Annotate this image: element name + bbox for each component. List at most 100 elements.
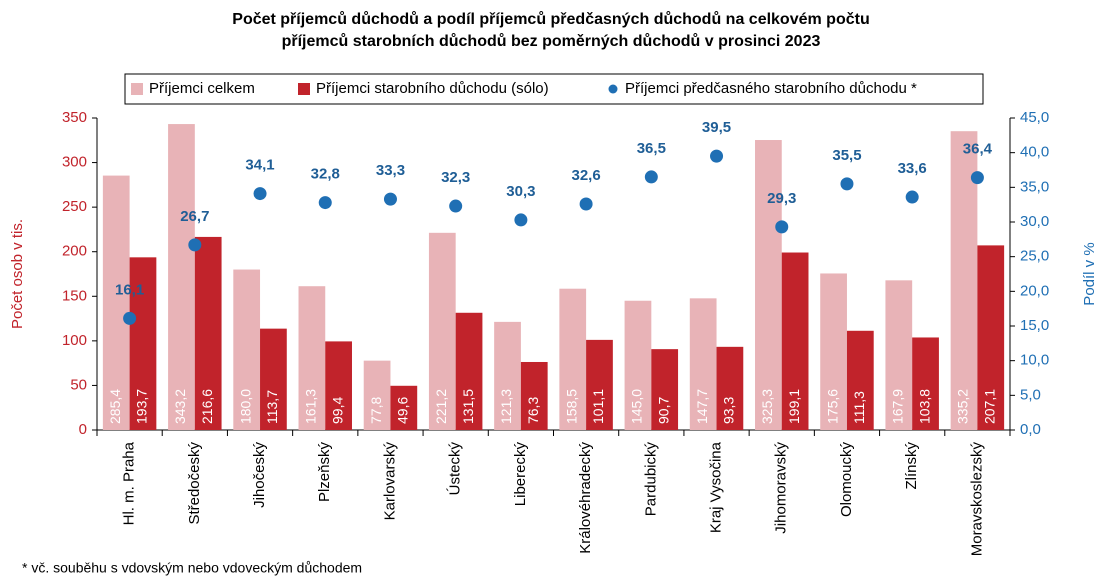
- x-tick-label: Jihomoravský: [773, 442, 790, 534]
- legend-marker: [298, 83, 310, 95]
- y-tick-label: 100: [62, 332, 87, 349]
- bar: [912, 337, 939, 430]
- point: [710, 149, 724, 163]
- bar: [755, 140, 782, 430]
- chart-title: Počet příjemců důchodů a podíl příjemců …: [232, 11, 869, 28]
- bar: [520, 361, 548, 430]
- bar: [624, 300, 652, 430]
- bar-value-label: 90,7: [655, 397, 671, 424]
- point-value-label: 35,5: [832, 147, 861, 164]
- bar-value-label: 145,0: [629, 389, 645, 424]
- y2-tick-label: 45,0: [1020, 109, 1049, 126]
- bar: [885, 280, 913, 430]
- point: [123, 311, 137, 325]
- y2-tick-label: 20,0: [1020, 282, 1049, 299]
- bar: [194, 236, 222, 430]
- y2-tick-label: 40,0: [1020, 144, 1049, 161]
- y2-tick-label: 5,0: [1020, 386, 1041, 403]
- bar: [260, 328, 287, 430]
- y-tick-label: 350: [62, 109, 87, 126]
- bar-value-label: 175,6: [824, 389, 840, 424]
- bar-value-label: 343,2: [172, 389, 188, 424]
- bar: [129, 257, 157, 430]
- legend-marker: [131, 83, 143, 95]
- x-tick-label: Olomoucký: [838, 442, 855, 518]
- bar: [102, 175, 130, 430]
- bar: [689, 298, 717, 430]
- x-tick-label: Pardubický: [642, 442, 659, 517]
- bar: [716, 346, 744, 430]
- legend-marker: [608, 84, 618, 94]
- bar: [559, 288, 587, 430]
- point: [253, 187, 267, 201]
- point: [188, 238, 202, 252]
- bar-value-label: 99,4: [329, 397, 345, 424]
- bar: [390, 385, 418, 430]
- bar: [168, 124, 195, 431]
- point-value-label: 34,1: [245, 157, 274, 174]
- bar: [428, 232, 456, 430]
- bar: [298, 286, 326, 430]
- bar-value-label: 147,7: [694, 389, 710, 424]
- bar: [363, 360, 391, 430]
- point-value-label: 30,3: [506, 183, 535, 200]
- point: [775, 220, 789, 234]
- bar: [846, 330, 874, 430]
- bar-value-label: 113,7: [264, 390, 280, 424]
- point-value-label: 33,6: [898, 160, 927, 177]
- point: [383, 192, 397, 206]
- bar: [233, 269, 261, 430]
- legend-label: Příjemci starobního důchodu (sólo): [316, 80, 549, 97]
- bar-value-label: 325,3: [759, 389, 775, 424]
- bar-value-label: 158,5: [563, 389, 579, 424]
- bar: [455, 312, 483, 430]
- point-value-label: 33,3: [376, 162, 405, 179]
- y-tick-label: 50: [70, 376, 87, 393]
- x-tick-label: Plzeňský: [316, 442, 333, 503]
- bar-value-label: 103,8: [916, 389, 932, 424]
- bar-value-label: 285,4: [107, 389, 123, 424]
- x-tick-label: Zlínský: [903, 442, 920, 490]
- point: [905, 190, 919, 204]
- bar-value-label: 161,3: [303, 389, 319, 424]
- bar-value-label: 180,0: [237, 389, 253, 424]
- point: [449, 199, 463, 213]
- y-tick-label: 200: [62, 243, 87, 260]
- bar-value-label: 131,5: [460, 389, 476, 424]
- bar-value-label: 216,6: [199, 389, 215, 424]
- y-tick-label: 150: [62, 287, 87, 304]
- bar-value-label: 76,3: [525, 397, 541, 424]
- point: [579, 197, 593, 211]
- bar-value-label: 111,3: [851, 391, 867, 424]
- x-tick-label: Hl. m. Praha: [121, 441, 138, 525]
- bar: [977, 245, 1005, 430]
- bar: [494, 321, 521, 430]
- point-value-label: 39,5: [702, 119, 731, 136]
- x-tick-label: Liberecký: [512, 442, 529, 507]
- point-value-label: 32,8: [311, 166, 340, 183]
- point-value-label: 36,5: [637, 140, 666, 157]
- y2-tick-label: 0,0: [1020, 421, 1041, 438]
- point-value-label: 29,3: [767, 190, 796, 207]
- point-value-label: 32,6: [572, 167, 601, 184]
- y2-tick-label: 15,0: [1020, 317, 1049, 334]
- point-value-label: 16,1: [115, 281, 144, 298]
- chart-subtitle: příjemců starobních důchodů bez poměrnýc…: [282, 33, 821, 50]
- point-value-label: 26,7: [180, 208, 209, 225]
- bar-value-label: 221,2: [433, 389, 449, 424]
- point: [840, 177, 854, 191]
- footnote: * vč. souběhu s vdovským nebo vdoveckým …: [22, 560, 362, 576]
- x-tick-label: Moravskoslezský: [968, 442, 985, 557]
- bar: [651, 349, 679, 430]
- x-tick-label: Kraj Vysočina: [708, 441, 725, 533]
- bar-value-label: 199,1: [786, 389, 802, 424]
- y2-tick-label: 30,0: [1020, 213, 1049, 230]
- y2-axis-label: Podíl v %: [1081, 242, 1098, 305]
- legend-box: [124, 73, 984, 105]
- y2-tick-label: 35,0: [1020, 178, 1049, 195]
- point: [514, 213, 528, 227]
- point: [318, 196, 332, 210]
- bar-value-label: 193,7: [134, 389, 150, 424]
- y-tick-label: 250: [62, 198, 87, 215]
- bar-value-label: 121,3: [498, 389, 514, 424]
